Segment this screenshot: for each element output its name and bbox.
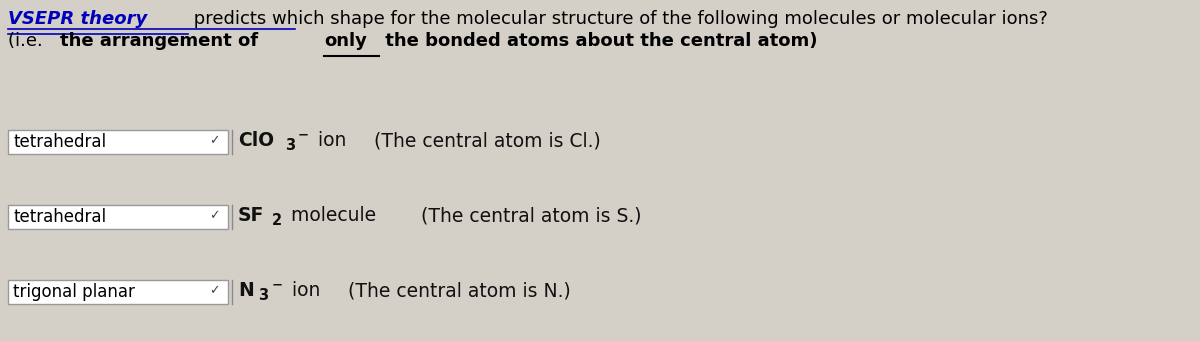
Text: VSEPR theory: VSEPR theory <box>8 10 148 28</box>
Text: (The central atom is N.): (The central atom is N.) <box>330 281 571 300</box>
Text: N: N <box>238 281 253 300</box>
Text: ✓: ✓ <box>209 134 220 147</box>
Bar <box>8 130 228 153</box>
Text: ✓: ✓ <box>209 284 220 297</box>
Text: the bonded atoms about the central atom): the bonded atoms about the central atom) <box>379 32 817 50</box>
Text: 2: 2 <box>272 213 282 228</box>
Text: predicts which shape for the molecular structure of the following molecules or m: predicts which shape for the molecular s… <box>187 10 1048 28</box>
Text: molecule: molecule <box>286 206 377 225</box>
Text: SF: SF <box>238 206 264 225</box>
Text: the arrangement of: the arrangement of <box>60 32 265 50</box>
Text: ClO: ClO <box>238 131 274 150</box>
Text: ✓: ✓ <box>209 209 220 222</box>
Text: −: − <box>271 278 282 291</box>
Text: −: − <box>298 128 308 141</box>
Text: trigonal planar: trigonal planar <box>13 283 134 300</box>
Bar <box>8 280 228 303</box>
Text: (The central atom is S.): (The central atom is S.) <box>403 206 641 225</box>
Text: 3: 3 <box>284 138 295 153</box>
Text: 3: 3 <box>258 288 269 303</box>
Text: (The central atom is Cl.): (The central atom is Cl.) <box>356 131 601 150</box>
Text: ion: ion <box>286 281 320 300</box>
Text: tetrahedral: tetrahedral <box>13 133 106 150</box>
Text: ion: ion <box>312 131 347 150</box>
Text: tetrahedral: tetrahedral <box>13 208 106 225</box>
Text: (i.e.: (i.e. <box>8 32 48 50</box>
Bar <box>8 205 228 228</box>
Text: only: only <box>324 32 367 50</box>
